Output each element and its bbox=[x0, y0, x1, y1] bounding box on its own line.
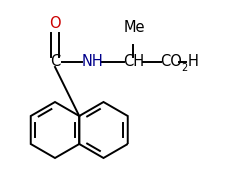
Text: CH: CH bbox=[123, 54, 145, 69]
Text: H: H bbox=[187, 54, 198, 69]
Text: CO: CO bbox=[160, 54, 182, 69]
Text: C: C bbox=[50, 54, 60, 69]
Text: NH: NH bbox=[82, 54, 104, 69]
Text: O: O bbox=[49, 17, 61, 32]
Text: 2: 2 bbox=[181, 63, 187, 73]
Text: Me: Me bbox=[123, 20, 145, 35]
